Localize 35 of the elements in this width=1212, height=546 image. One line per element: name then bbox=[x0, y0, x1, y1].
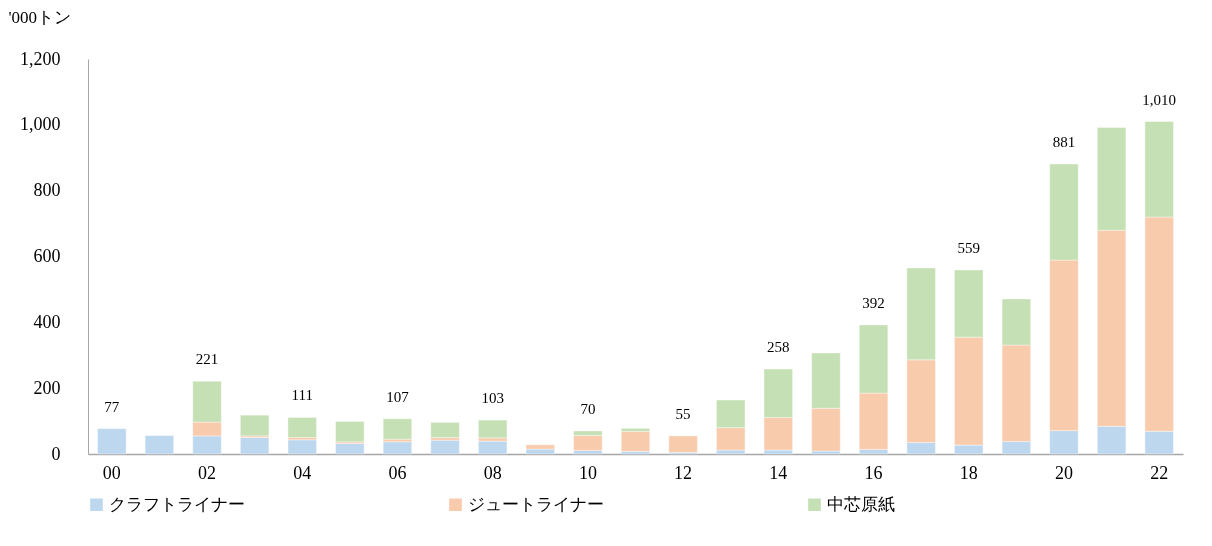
total-label: 392 bbox=[862, 294, 885, 311]
y-tick-label: 200 bbox=[33, 377, 61, 398]
total-label: 221 bbox=[195, 351, 219, 368]
y-tick-label: 1,200 bbox=[20, 48, 61, 69]
total-label: 103 bbox=[481, 390, 504, 407]
x-tick-label: 04 bbox=[293, 462, 312, 483]
total-label: 258 bbox=[767, 339, 790, 356]
y-tick-label: 0 bbox=[51, 443, 61, 464]
y-tick-label: 800 bbox=[33, 180, 61, 201]
legend-label: クラフトライナー bbox=[109, 494, 245, 514]
total-label: 77 bbox=[104, 398, 120, 415]
total-label: 881 bbox=[1052, 134, 1076, 150]
total-label: 111 bbox=[291, 387, 313, 404]
x-tick-label: 20 bbox=[1054, 462, 1073, 483]
x-tick-label: 14 bbox=[769, 462, 788, 483]
y-tick-label: 600 bbox=[33, 246, 61, 266]
x-tick-label: 06 bbox=[388, 462, 407, 483]
y-axis-title: '000トン bbox=[8, 7, 72, 27]
x-tick-label: 00 bbox=[102, 462, 121, 483]
x-tick-label: 12 bbox=[674, 462, 693, 483]
x-tick-label: 18 bbox=[959, 462, 978, 483]
legend-label: 中芯原紙 bbox=[827, 494, 895, 514]
legend-label: ジュートライナー bbox=[468, 494, 604, 514]
x-tick-label: 22 bbox=[1150, 462, 1169, 483]
x-tick-label: 02 bbox=[198, 462, 217, 483]
total-label: 107 bbox=[386, 388, 410, 405]
y-tick-label: 400 bbox=[33, 311, 61, 332]
x-tick-label: 10 bbox=[578, 462, 597, 483]
total-label: 1,010 bbox=[1142, 91, 1177, 108]
total-label: 70 bbox=[580, 400, 596, 417]
x-tick-label: 08 bbox=[483, 462, 502, 483]
x-tick-label: 16 bbox=[864, 462, 883, 483]
total-label: 559 bbox=[957, 240, 981, 256]
y-tick-label: 1,000 bbox=[20, 114, 61, 135]
total-label: 55 bbox=[675, 405, 691, 422]
